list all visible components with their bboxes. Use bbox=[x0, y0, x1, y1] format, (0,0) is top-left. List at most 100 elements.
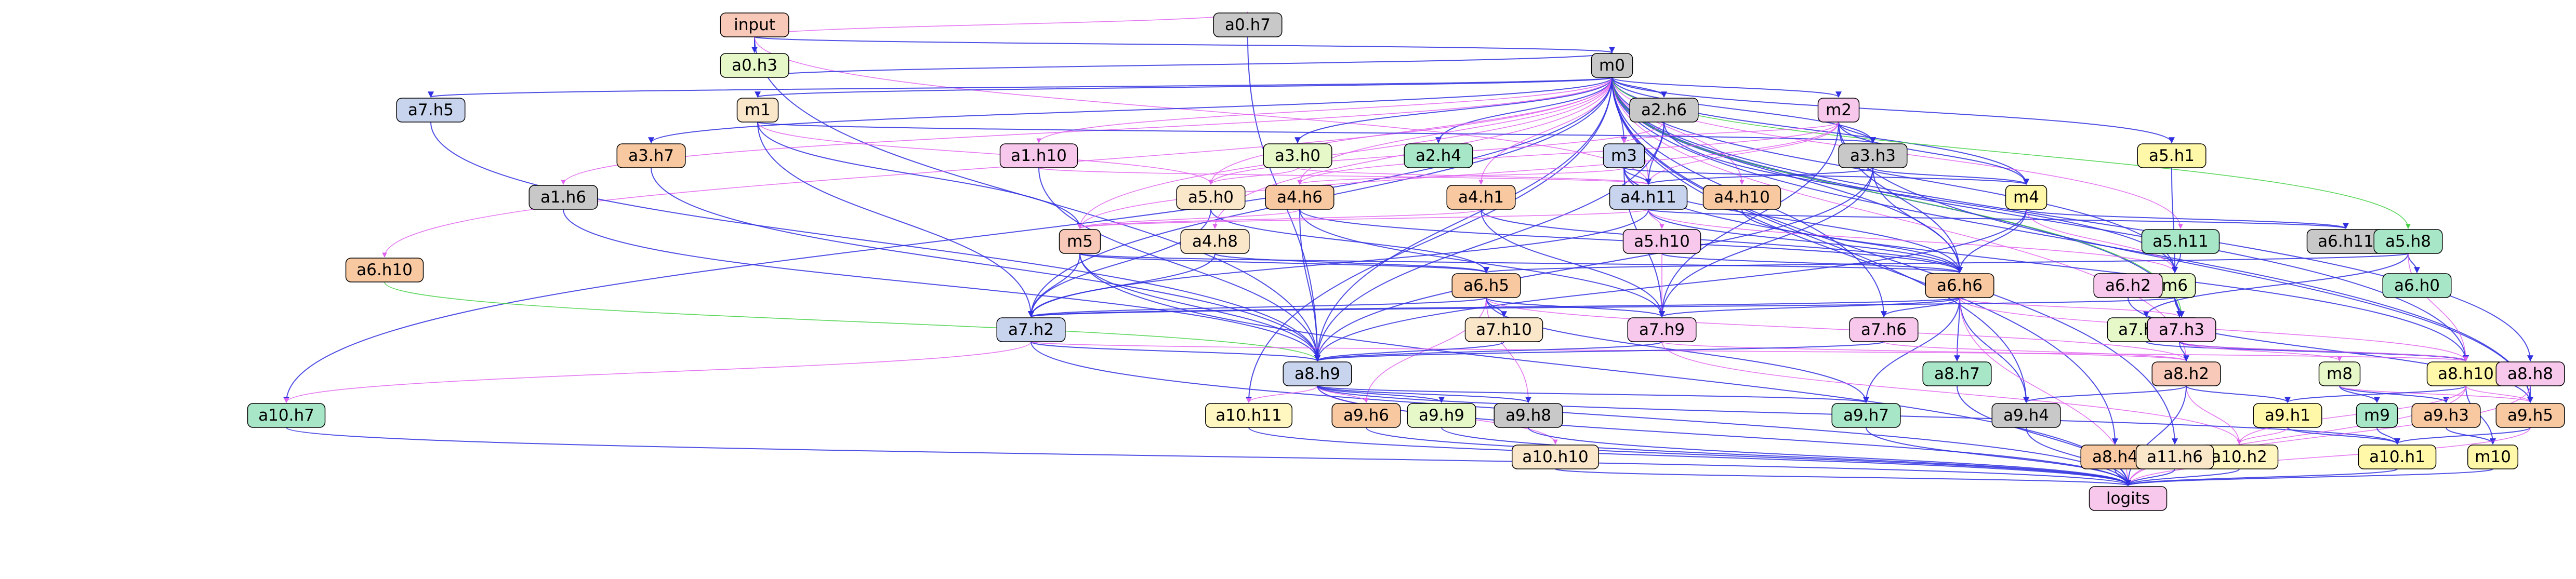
node-a7-h2[interactable]: a7.h2 bbox=[996, 317, 1066, 342]
node-a9-h7[interactable]: a9.h7 bbox=[1831, 403, 1901, 428]
node-a7-h6[interactable]: a7.h6 bbox=[1849, 317, 1919, 342]
node-box bbox=[2135, 445, 2214, 469]
node-a5-h8[interactable]: a5.h8 bbox=[2373, 229, 2443, 254]
node-label: a4.h10 bbox=[1714, 188, 1770, 207]
node-a5-h0[interactable]: a5.h0 bbox=[1176, 185, 1246, 210]
edge-a7.h3-to-a8.h10 bbox=[2181, 341, 2468, 361]
node-a8-h7[interactable]: a8.h7 bbox=[1922, 361, 1992, 386]
node-box bbox=[529, 185, 598, 210]
edge-m4-to-a6.h11 bbox=[2026, 209, 2349, 230]
edge-a9.h5-to-logits bbox=[2125, 427, 2531, 486]
edge-m8-to-m9 bbox=[2339, 385, 2380, 403]
node-a11-h6[interactable]: a11.h6 bbox=[2135, 445, 2214, 469]
node-label: a9.h8 bbox=[1505, 406, 1551, 425]
node-a9-h6[interactable]: a9.h6 bbox=[1331, 403, 1401, 428]
edge-a6.h10-to-a8.h9 bbox=[384, 281, 1320, 361]
node-a3-h3[interactable]: a3.h3 bbox=[1838, 143, 1908, 168]
node-label: a5.h11 bbox=[2152, 232, 2209, 251]
node-logits[interactable]: logits bbox=[2089, 486, 2168, 511]
node-a7-h10[interactable]: a7.h10 bbox=[1464, 317, 1543, 342]
node-box bbox=[1205, 403, 1292, 428]
node-a9-h5[interactable]: a9.h5 bbox=[2495, 403, 2565, 428]
node-label: a7.h5 bbox=[408, 101, 454, 119]
node-m10[interactable]: m10 bbox=[2467, 445, 2518, 469]
node-box bbox=[720, 53, 789, 78]
node-a4-h6[interactable]: a4.h6 bbox=[1265, 185, 1335, 210]
node-a8-h4[interactable]: a8.h4 bbox=[2080, 445, 2150, 469]
node-box bbox=[2411, 403, 2481, 428]
node-a9-h8[interactable]: a9.h8 bbox=[1494, 403, 1563, 428]
node-m5[interactable]: m5 bbox=[1059, 229, 1101, 254]
edge-m2-to-a4.h6 bbox=[1297, 122, 1839, 185]
node-a0-h3[interactable]: a0.h3 bbox=[720, 53, 789, 78]
node-a8-h9[interactable]: a8.h9 bbox=[1283, 361, 1352, 386]
node-box bbox=[2253, 403, 2322, 428]
node-a5-h10[interactable]: a5.h10 bbox=[1622, 229, 1701, 254]
edge-a4.h11-to-a6.h11 bbox=[1648, 209, 2349, 230]
node-a9-h4[interactable]: a9.h4 bbox=[1991, 403, 2061, 428]
node-input[interactable]: input bbox=[720, 12, 789, 37]
node-m6[interactable]: m6 bbox=[2154, 273, 2196, 298]
edge-m0-to-a9.h5 bbox=[1611, 77, 2533, 403]
node-a3-h7[interactable]: a3.h7 bbox=[616, 143, 686, 168]
node-box bbox=[616, 143, 686, 168]
node-a8-h10[interactable]: a8.h10 bbox=[2426, 361, 2505, 386]
node-m4[interactable]: m4 bbox=[2005, 185, 2047, 210]
node-box bbox=[1609, 185, 1688, 210]
node-label: a9.h1 bbox=[2265, 406, 2310, 425]
node-a7-h3[interactable]: a7.h3 bbox=[2147, 317, 2216, 342]
node-a10-h11[interactable]: a10.h11 bbox=[1205, 403, 1292, 428]
node-a9-h1[interactable]: a9.h1 bbox=[2253, 403, 2322, 428]
edge-a7.h2-to-a10.h7 bbox=[284, 341, 1032, 403]
node-a8-h2[interactable]: a8.h2 bbox=[2151, 361, 2221, 386]
node-a4-h8[interactable]: a4.h8 bbox=[1180, 229, 1250, 254]
node-a9-h9[interactable]: a9.h9 bbox=[1407, 403, 1476, 428]
node-label: a9.h3 bbox=[2423, 406, 2469, 425]
node-a6-h11[interactable]: a6.h11 bbox=[2306, 229, 2385, 254]
node-m0[interactable]: m0 bbox=[1591, 53, 1633, 78]
edge-a7.h9-to-a8.h2 bbox=[1661, 341, 2189, 361]
node-a2-h4[interactable]: a2.h4 bbox=[1404, 143, 1473, 168]
node-a10-h7[interactable]: a10.h7 bbox=[247, 403, 326, 428]
node-a3-h0[interactable]: a3.h0 bbox=[1263, 143, 1332, 168]
node-a1-h6[interactable]: a1.h6 bbox=[529, 185, 598, 210]
node-a5-h1[interactable]: a5.h1 bbox=[2137, 143, 2207, 168]
node-a6-h5[interactable]: a6.h5 bbox=[1451, 273, 1521, 298]
node-a1-h10[interactable]: a1.h10 bbox=[999, 143, 1078, 168]
node-a6-h6[interactable]: a6.h6 bbox=[1925, 273, 1994, 298]
node-m9[interactable]: m9 bbox=[2356, 403, 2398, 428]
node-m1[interactable]: m1 bbox=[736, 98, 779, 123]
node-label: a10.h2 bbox=[2211, 448, 2267, 466]
node-label: a5.h8 bbox=[2385, 232, 2431, 251]
node-label: a5.h0 bbox=[1188, 188, 1234, 207]
node-a7-h9[interactable]: a7.h9 bbox=[1627, 317, 1697, 342]
node-a2-h6[interactable]: a2.h6 bbox=[1629, 98, 1699, 123]
edge-a5.h1-to-m6 bbox=[2171, 167, 2178, 274]
node-a5-h11[interactable]: a5.h11 bbox=[2141, 229, 2220, 254]
edge-a6.h6-to-m7 bbox=[1959, 297, 2182, 317]
edge-m5-to-logits bbox=[1079, 253, 2131, 487]
edge-m0-to-a7.h5 bbox=[428, 77, 1613, 98]
node-m8[interactable]: m8 bbox=[2318, 361, 2361, 386]
node-m2[interactable]: m2 bbox=[1817, 98, 1860, 123]
edge-a9.h1-to-a10.h2 bbox=[2237, 427, 2288, 445]
node-box bbox=[2093, 273, 2163, 298]
node-m3[interactable]: m3 bbox=[1603, 143, 1645, 168]
node-a4-h11[interactable]: a4.h11 bbox=[1609, 185, 1688, 210]
node-a6-h2[interactable]: a6.h2 bbox=[2093, 273, 2163, 298]
node-a6-h0[interactable]: a6.h0 bbox=[2382, 273, 2452, 298]
node-a10-h2[interactable]: a10.h2 bbox=[2200, 445, 2279, 469]
node-a8-h8[interactable]: a8.h8 bbox=[2495, 361, 2565, 386]
node-box bbox=[1702, 185, 1781, 210]
node-a4-h1[interactable]: a4.h1 bbox=[1446, 185, 1516, 210]
node-label: a5.h10 bbox=[1634, 232, 1690, 251]
node-a4-h10[interactable]: a4.h10 bbox=[1702, 185, 1781, 210]
node-a6-h10[interactable]: a6.h10 bbox=[345, 258, 424, 282]
node-a0-h7[interactable]: a0.h7 bbox=[1213, 12, 1283, 37]
node-a9-h3[interactable]: a9.h3 bbox=[2411, 403, 2481, 428]
node-box bbox=[1622, 229, 1701, 254]
node-a10-h1[interactable]: a10.h1 bbox=[2358, 445, 2437, 469]
edge-a6.h2-to-a9.h5 bbox=[2128, 297, 2533, 403]
node-a10-h10[interactable]: a10.h10 bbox=[1512, 445, 1599, 469]
node-a7-h5[interactable]: a7.h5 bbox=[396, 98, 466, 123]
